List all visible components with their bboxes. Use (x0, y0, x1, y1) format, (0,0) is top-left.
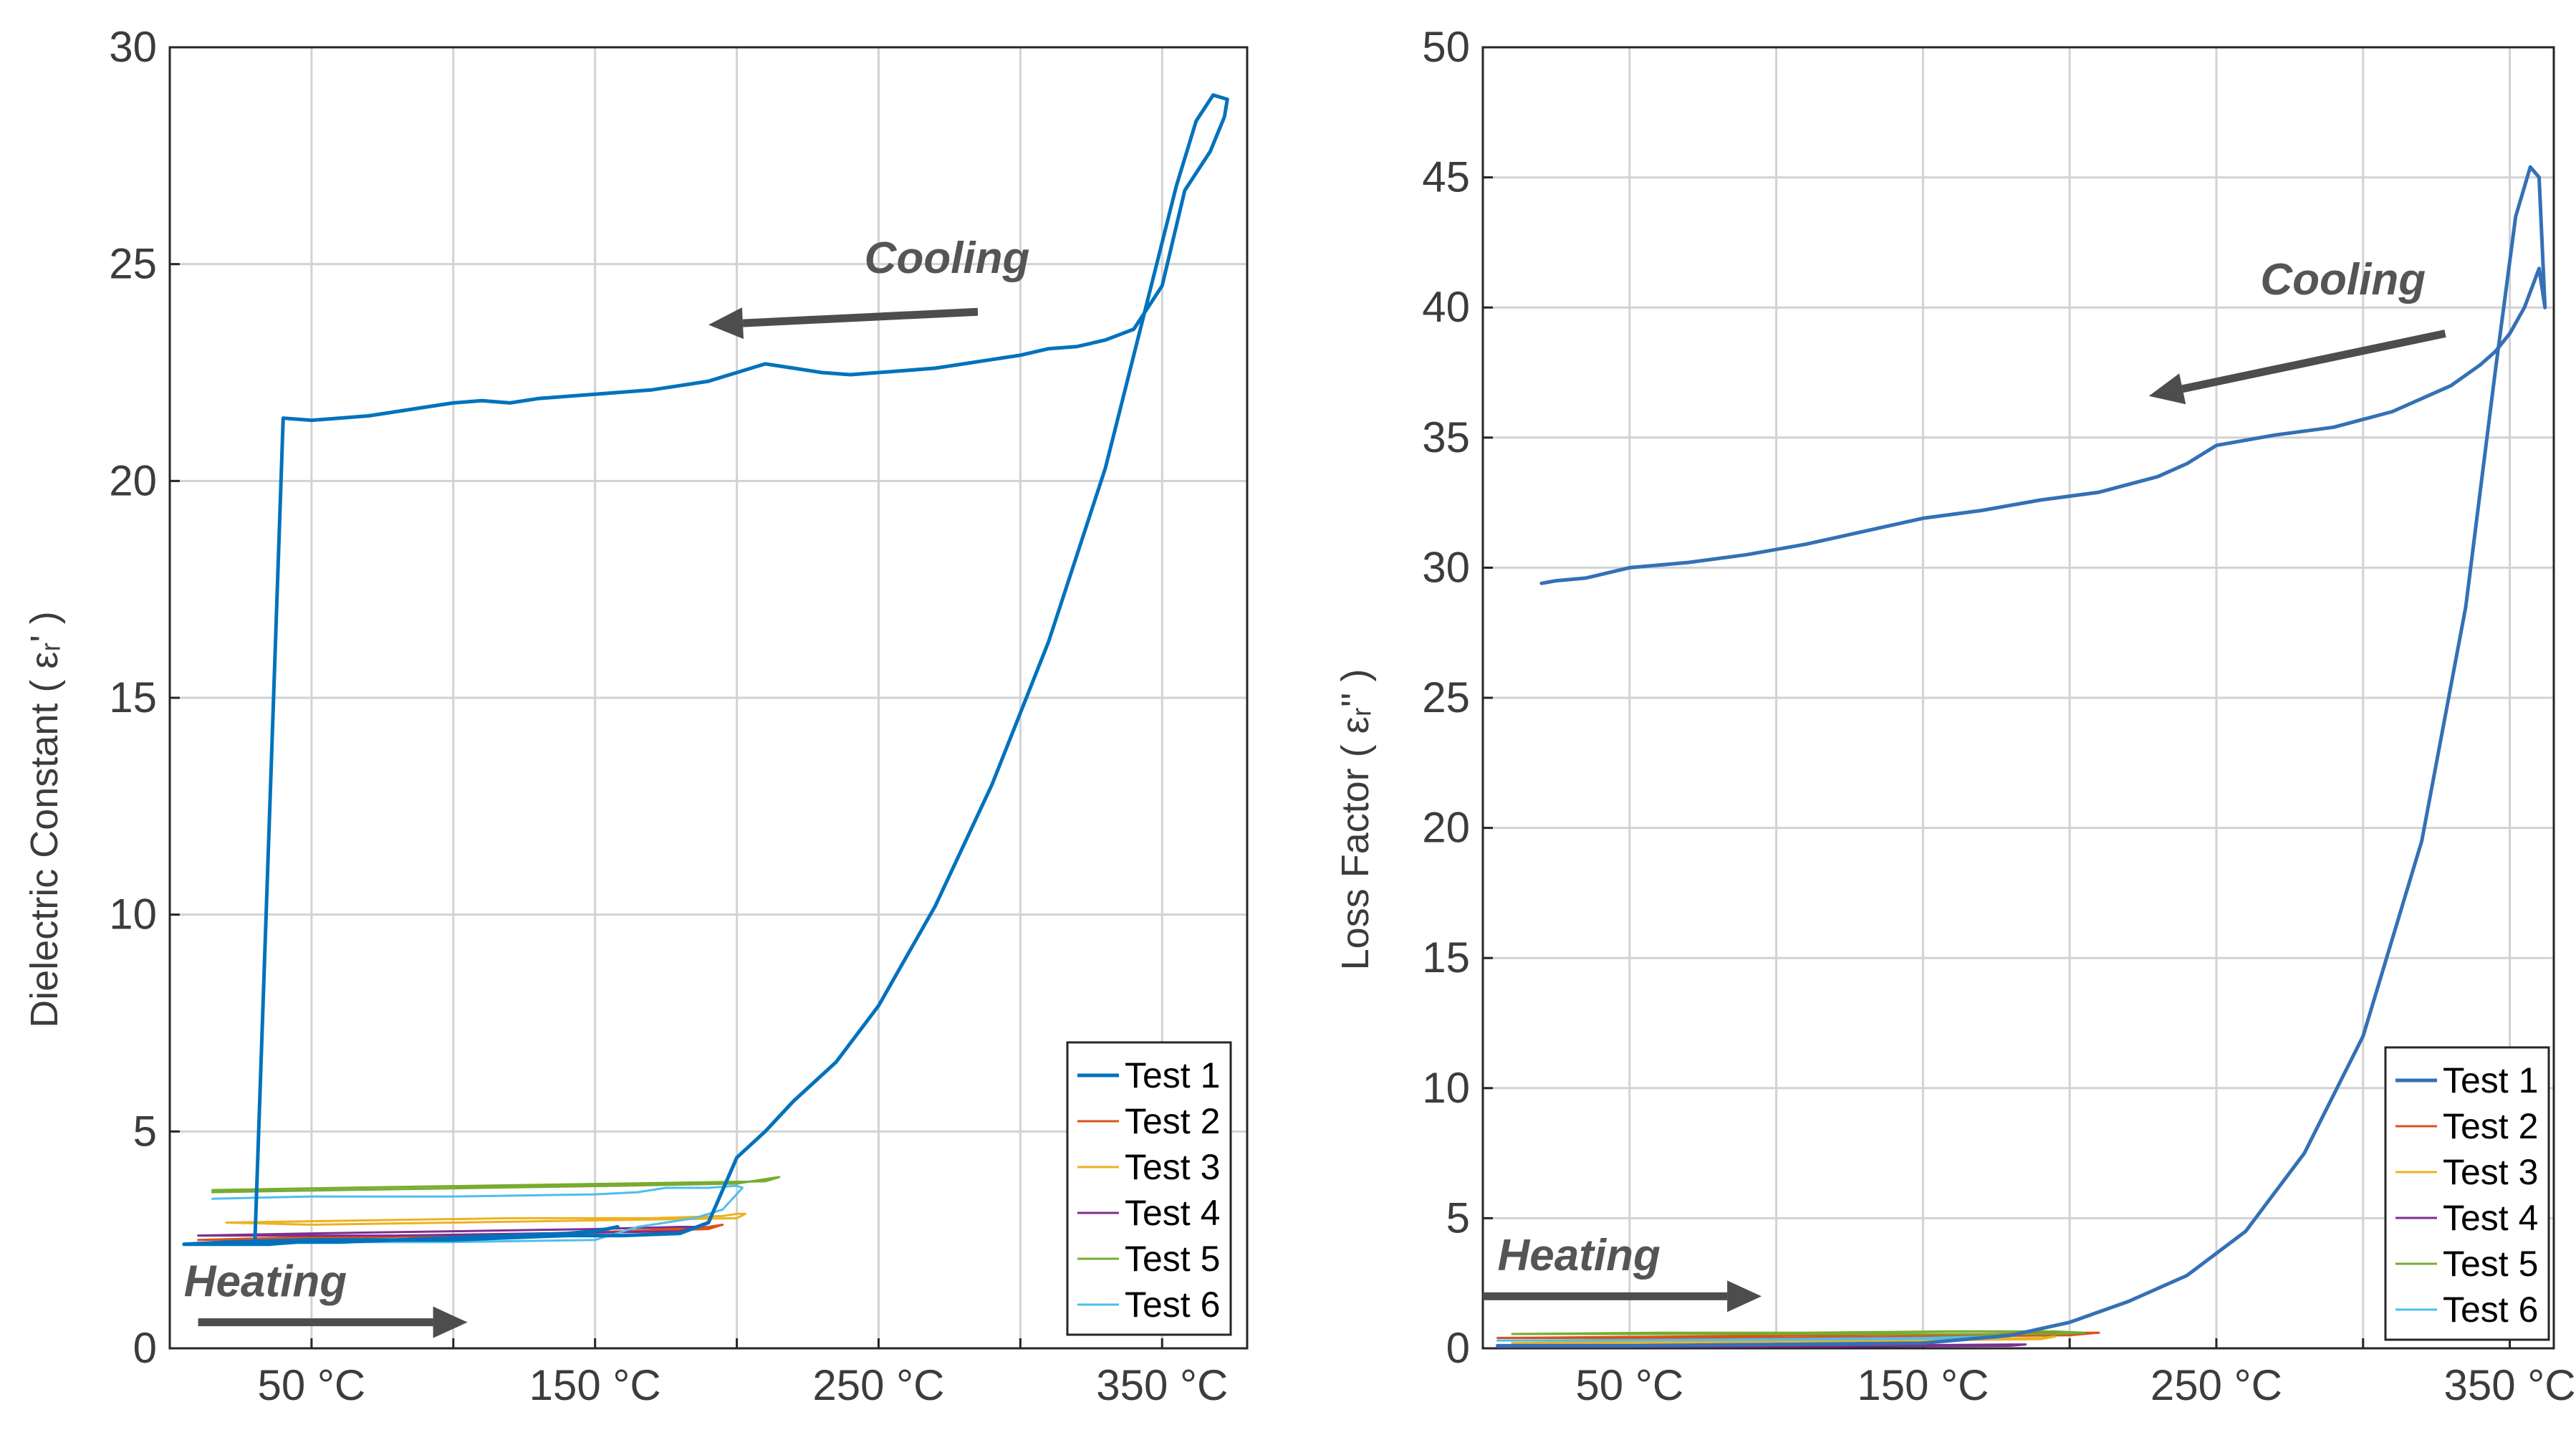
legend-label: Test 1 (2443, 1060, 2538, 1100)
x-tick-label: 250 °C (812, 1361, 944, 1409)
loss-factor-chart: 0 5 10 15 20 25 30 35 40 45 50 50 °C 150 °C 250 °C 350… (1334, 23, 2576, 1409)
y-tick-label: 45 (1422, 153, 1470, 201)
series-line-test-3 (1511, 1335, 2057, 1345)
y-tick-label: 25 (1422, 673, 1470, 721)
y-axis-label-name: Loss Factor (1334, 757, 1377, 970)
legend-label: Test 3 (2443, 1152, 2538, 1192)
y-tick-label: 30 (109, 23, 157, 71)
series-line-test-5 (211, 1176, 781, 1194)
y-axis-label-name: Dielectric Constant (23, 693, 66, 1028)
legend-label: Test 5 (2443, 1244, 2538, 1284)
series-line-test-2 (1496, 1331, 2100, 1339)
y-tick-label: 5 (133, 1107, 157, 1155)
legend-box (2384, 1046, 2550, 1341)
legend-box (1066, 1041, 1232, 1336)
annotation-arrow-head (1727, 1280, 1762, 1312)
y-tick-label: 0 (133, 1324, 157, 1372)
x-tick-label: 50 °C (1575, 1361, 1683, 1409)
legend-label: Test 6 (1125, 1285, 1220, 1325)
series-line-test-1 (182, 93, 1229, 1247)
y-axis-label: Dielectric Constant ( εᵣ' ) (23, 611, 66, 1028)
annotation-arrow-shaft (2181, 330, 2446, 393)
series-line-test-3 (225, 1212, 746, 1226)
y-tick-label: 15 (109, 673, 157, 721)
x-tick-label: 250 °C (2150, 1361, 2282, 1409)
x-tick-label: 350 °C (1096, 1361, 1228, 1409)
y-tick-label: 30 (1422, 543, 1470, 591)
legend-label: Test 4 (1125, 1193, 1220, 1233)
y-tick-label: 50 (1422, 23, 1470, 71)
y-tick-label: 15 (1422, 934, 1470, 982)
y-tick-label: 10 (1422, 1064, 1470, 1112)
legend-label: Test 2 (1125, 1101, 1220, 1141)
legend-label: Test 1 (1125, 1055, 1220, 1095)
y-tick-label: 0 (1446, 1324, 1470, 1372)
series-line-test-1 (1496, 165, 2547, 1348)
y-axis-label-symbol: ( εᵣ' ) (23, 611, 66, 692)
y-tick-label: 5 (1446, 1194, 1470, 1242)
series-line-test-5 (1511, 1330, 2086, 1335)
legend-label: Test 6 (2443, 1290, 2538, 1330)
y-tick-label: 10 (109, 891, 157, 939)
legend-label: Test 5 (1125, 1239, 1220, 1279)
annotation-arrow-head (433, 1306, 468, 1338)
annotation-arrow-head (708, 307, 744, 340)
legend-label: Test 3 (1125, 1147, 1220, 1187)
y-tick-label: 40 (1422, 283, 1470, 331)
annotation-heating: Heating (1497, 1231, 1660, 1280)
y-axis-label: Loss Factor ( εᵣ'' ) (1334, 669, 1377, 971)
annotation-cooling: Cooling (2260, 255, 2426, 304)
x-tick-label: 50 °C (258, 1361, 366, 1409)
y-tick-label: 20 (109, 456, 157, 504)
legend-label: Test 4 (2443, 1198, 2538, 1238)
annotation-arrow-shaft (742, 307, 979, 327)
annotation-cooling: Cooling (865, 234, 1030, 283)
y-tick-label: 20 (1422, 804, 1470, 852)
y-axis-label-symbol: ( εᵣ'' ) (1334, 669, 1377, 758)
x-tick-label: 350 °C (2444, 1361, 2576, 1409)
x-tick-label: 150 °C (529, 1361, 661, 1409)
legend-label: Test 2 (2443, 1106, 2538, 1146)
series-line-test-6 (211, 1184, 744, 1244)
annotation-arrow-head (2148, 373, 2186, 405)
dielectric-constant-chart: 0 5 10 15 20 25 30 50 °C 150 °C 250 °C 350 °C Diele… (23, 23, 1249, 1409)
annotation-heating: Heating (184, 1257, 347, 1306)
y-tick-label: 25 (109, 240, 157, 288)
x-tick-label: 150 °C (1857, 1361, 1989, 1409)
y-tick-label: 35 (1422, 413, 1470, 461)
